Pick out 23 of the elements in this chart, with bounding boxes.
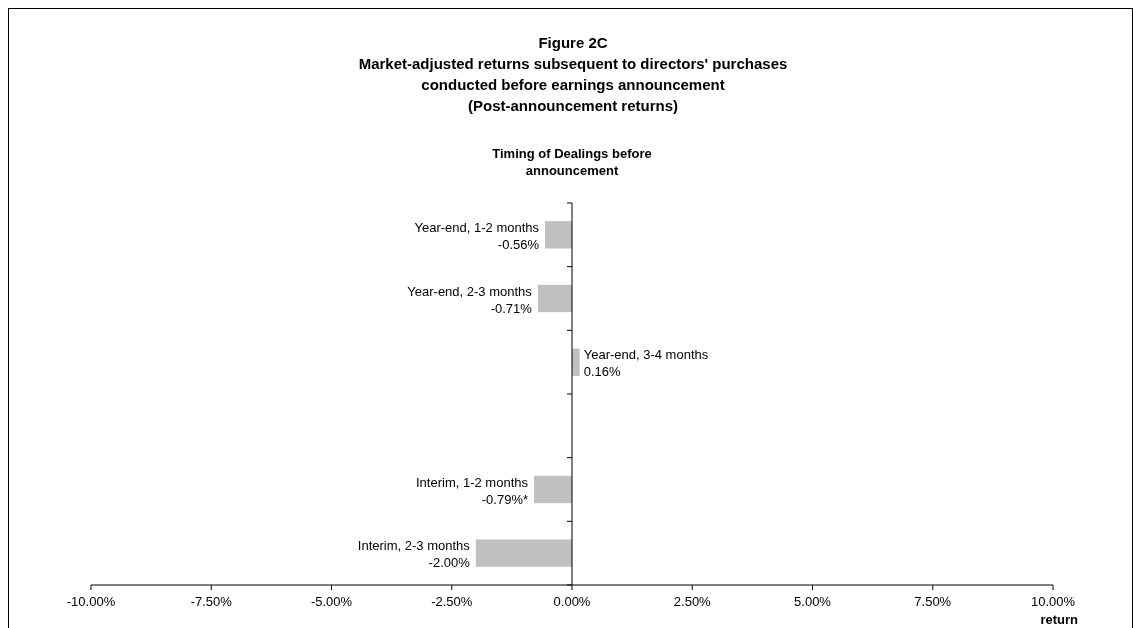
data-label: -0.71% xyxy=(490,300,533,316)
data-label: -2.00% xyxy=(428,555,471,571)
x-tick-label: -2.50% xyxy=(431,594,473,609)
x-axis-title: return xyxy=(1040,612,1079,627)
x-tick-label: 10.00% xyxy=(1030,594,1076,609)
data-label: -0.56% xyxy=(497,236,540,252)
y-tick-label: Year-end, 1-2 months xyxy=(414,219,540,235)
data-label: 0.16% xyxy=(583,364,621,380)
y-tick-label: Interim, 1-2 months xyxy=(416,474,529,490)
x-tick-label: -7.50% xyxy=(190,594,233,609)
x-tick-label: -5.00% xyxy=(310,594,353,609)
y-tick-label: Interim, 2-3 months xyxy=(357,538,471,554)
x-tick-label: 2.50% xyxy=(673,594,712,609)
y-axis-title: Timing of Dealings before announcement xyxy=(492,146,652,178)
data-label: -0.79%* xyxy=(481,491,528,507)
x-tick-label: 0.00% xyxy=(553,594,591,609)
y-tick-label: Year-end, 2-3 months xyxy=(407,283,533,299)
y-tick-label: Year-end, 3-4 months xyxy=(583,347,709,363)
x-tick-label: 5.00% xyxy=(794,594,832,609)
chart-subtitle: Market-adjusted returns subsequent to directors' purchases conducted before earnings announcement (Post-announcement returns) xyxy=(358,55,788,114)
x-tick-label: -10.00% xyxy=(66,594,116,609)
x-tick-label: 7.50% xyxy=(914,594,952,609)
chart-title: Figure 2C xyxy=(538,34,608,51)
